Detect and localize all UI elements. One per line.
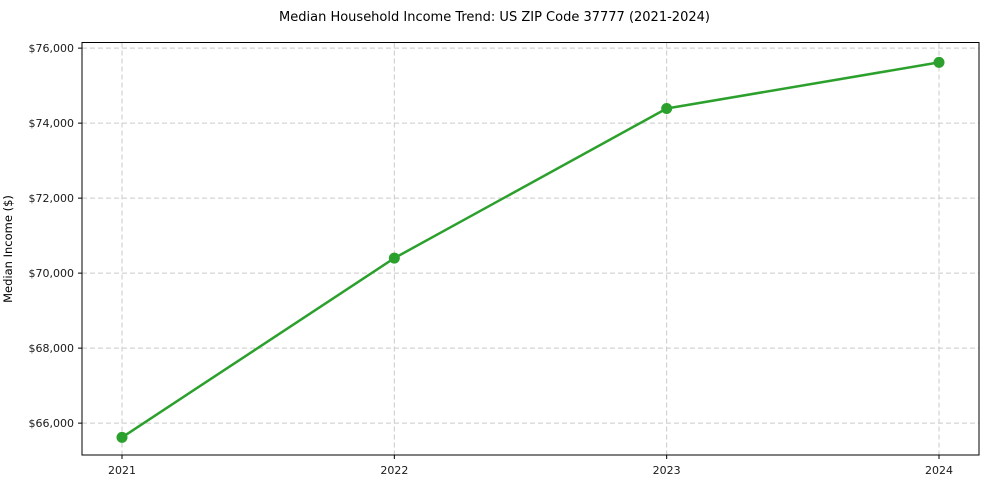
y-tick-label: $70,000 xyxy=(29,267,75,280)
data-point xyxy=(661,103,673,114)
x-tick-label: 2024 xyxy=(925,464,953,477)
chart-title: Median Household Income Trend: US ZIP Co… xyxy=(279,10,710,25)
x-tick-label: 2023 xyxy=(653,464,681,477)
y-tick-label: $72,000 xyxy=(29,192,75,205)
x-tick-label: 2022 xyxy=(380,464,408,477)
y-tick-label: $66,000 xyxy=(29,417,75,430)
plot-border xyxy=(81,42,980,456)
trend-line xyxy=(120,61,941,439)
y-tick-label: $76,000 xyxy=(29,42,75,55)
y-tick-label: $74,000 xyxy=(29,117,75,130)
y-tick-label: $68,000 xyxy=(29,342,75,355)
data-point xyxy=(116,431,128,443)
data-point xyxy=(388,252,400,264)
data-point xyxy=(933,56,945,68)
x-tick-label: 2021 xyxy=(108,464,136,477)
